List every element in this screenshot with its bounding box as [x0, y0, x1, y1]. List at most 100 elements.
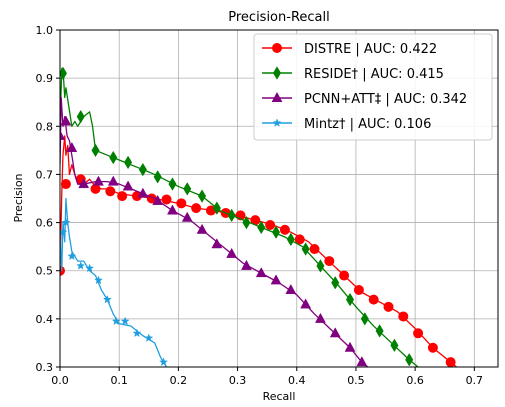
x-tick-label: 0.2	[170, 374, 188, 387]
series-marker	[168, 177, 177, 191]
series-marker	[117, 191, 128, 202]
chart-title: Precision-Recall	[228, 10, 329, 25]
series-marker	[286, 232, 295, 247]
series-marker	[279, 224, 290, 235]
series-marker	[67, 251, 77, 261]
series-marker	[211, 238, 223, 249]
series-marker	[132, 328, 142, 338]
series-marker	[390, 338, 399, 353]
series-marker	[294, 234, 305, 245]
series-marker	[107, 175, 119, 186]
series-marker	[109, 150, 118, 165]
series-line	[60, 197, 168, 367]
x-tick-label: 0.5	[347, 374, 365, 387]
series-marker	[198, 189, 207, 203]
y-axis-label: Precision	[12, 173, 25, 222]
series-marker	[331, 276, 340, 290]
series-marker	[191, 203, 202, 214]
legend-label: RESIDE† | AUC: 0.415	[304, 67, 444, 82]
series-marker	[76, 109, 85, 124]
series-marker	[405, 353, 414, 367]
series-marker	[66, 141, 78, 152]
series-marker	[301, 242, 310, 256]
series-marker	[383, 301, 394, 312]
series-marker	[144, 333, 154, 342]
x-tick-label: 0.3	[229, 374, 247, 387]
x-tick-label: 0.0	[51, 374, 69, 387]
x-tick-label: 0.7	[466, 374, 484, 387]
series-marker	[212, 201, 221, 215]
series-marker	[242, 215, 251, 230]
series-marker	[356, 356, 368, 367]
series-marker	[60, 129, 66, 140]
series-marker	[265, 219, 276, 230]
x-tick-label: 0.1	[110, 374, 128, 387]
legend-label: Mintz† | AUC: 0.106	[304, 117, 431, 132]
series-marker	[196, 223, 208, 234]
series-marker	[102, 294, 112, 304]
series-marker	[138, 162, 147, 177]
series-marker	[152, 194, 164, 205]
series-marker	[300, 298, 312, 309]
legend: DISTRE | AUC: 0.422 RESIDE† | AUC: 0.415 P…	[253, 33, 493, 141]
y-tick-label: 0.6	[36, 217, 54, 230]
series-marker	[111, 316, 121, 326]
series-marker	[85, 263, 95, 273]
x-axis-label: Recall	[263, 390, 296, 403]
series-marker	[353, 284, 364, 295]
series-2	[60, 66, 419, 367]
series-marker	[90, 183, 101, 194]
series-marker	[324, 256, 335, 267]
series-marker	[345, 292, 355, 307]
series-marker	[445, 357, 456, 367]
tick-layer: 0.0 0.1 0.2 0.3 0.4 0.5 0.6 0.7 0.3 0.4 0.5 0.6 0.7 0…	[36, 24, 484, 387]
series-marker	[93, 175, 104, 186]
series-marker	[339, 270, 350, 281]
series-marker	[124, 155, 133, 170]
series-marker	[427, 342, 438, 353]
y-tick-label: 0.9	[36, 72, 54, 85]
series-marker	[329, 327, 341, 338]
series-marker	[315, 312, 326, 323]
y-tick-label: 0.3	[36, 361, 54, 374]
legend-marker	[272, 66, 282, 80]
series-4	[60, 197, 169, 367]
series-marker	[181, 211, 193, 222]
y-tick-label: 0.5	[36, 265, 54, 278]
series-marker	[105, 186, 116, 197]
y-tick-label: 1.0	[36, 24, 54, 37]
series-marker	[285, 283, 297, 294]
series-marker	[161, 194, 172, 205]
series-line	[60, 67, 419, 367]
series-marker	[93, 275, 103, 285]
series-marker	[91, 143, 100, 158]
series-marker	[241, 259, 252, 270]
series-marker	[120, 316, 130, 326]
series-marker	[368, 294, 379, 305]
legend-box	[253, 33, 493, 141]
series-marker	[271, 225, 281, 239]
y-tick-label: 0.4	[36, 313, 54, 326]
series-marker	[167, 204, 178, 215]
series-marker	[257, 220, 266, 235]
series-marker	[153, 170, 162, 184]
series-marker	[255, 267, 267, 278]
x-tick-label: 0.4	[288, 374, 306, 387]
series-marker	[316, 259, 325, 273]
series-marker	[413, 328, 424, 339]
y-tick-label: 0.8	[36, 120, 54, 133]
series-marker	[226, 247, 238, 258]
legend-marker	[271, 91, 283, 102]
series-marker	[398, 311, 409, 322]
series-marker	[122, 180, 134, 191]
series-marker	[270, 274, 282, 285]
legend-marker	[272, 118, 282, 127]
series-marker	[137, 187, 149, 198]
series-layer	[60, 66, 457, 367]
series-marker	[78, 178, 90, 189]
series-1	[60, 135, 457, 367]
series-marker	[76, 261, 86, 270]
y-tick-label: 0.7	[36, 168, 54, 181]
series-3	[60, 96, 369, 367]
